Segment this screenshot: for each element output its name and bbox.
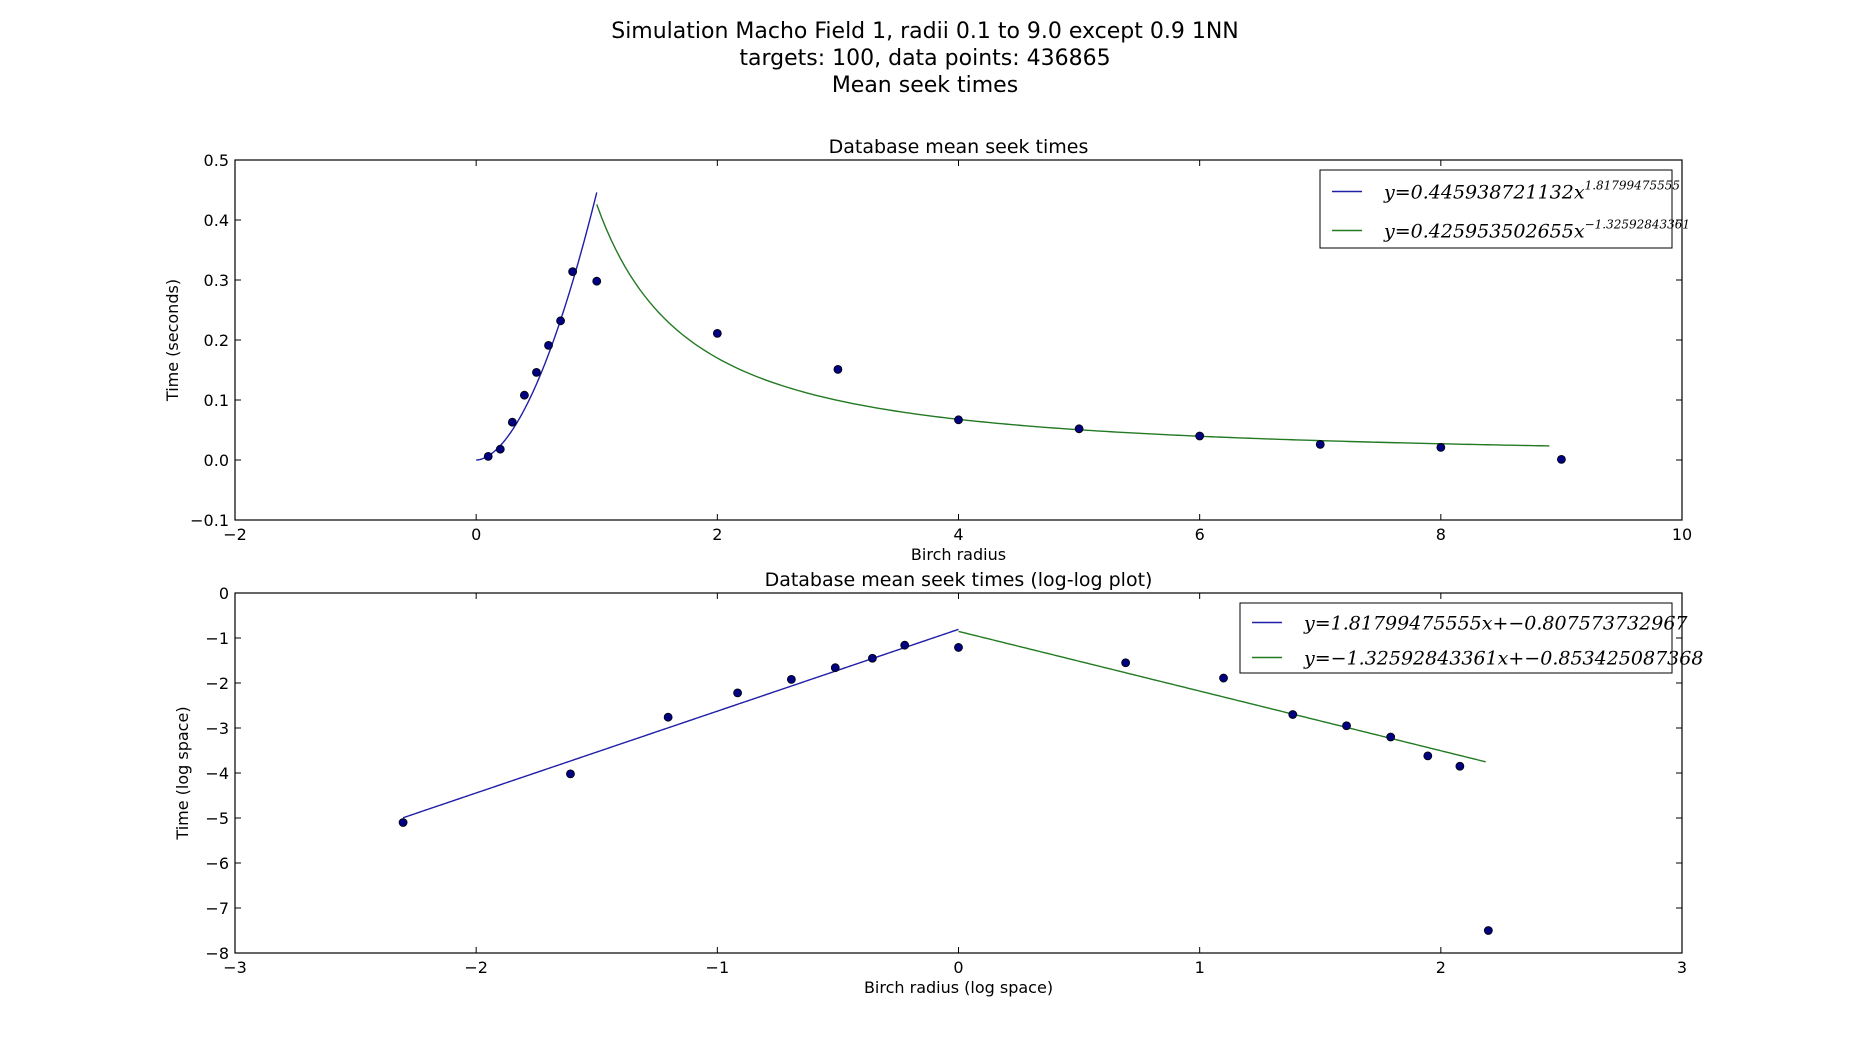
- chart-title: Database mean seek times: [829, 136, 1089, 158]
- x-tick-label: 4: [953, 525, 963, 544]
- y-tick-label: 0.2: [204, 331, 229, 350]
- data-point: [1074, 424, 1084, 434]
- x-tick-label: −2: [223, 525, 247, 544]
- x-tick-label: 2: [712, 525, 722, 544]
- y-axis-label: Time (log space): [173, 706, 192, 840]
- axes-frame: [234, 159, 1683, 521]
- fit-line-1: [402, 628, 959, 819]
- y-tick-label: −8: [205, 944, 229, 963]
- data-point: [663, 712, 673, 722]
- x-axis-label: Birch radius (log space): [864, 978, 1053, 997]
- y-tick-label: −6: [205, 854, 229, 873]
- plot-area: [476, 192, 1566, 464]
- axes-frame: [234, 592, 1683, 954]
- data-point: [556, 316, 565, 326]
- y-tick-label: −1: [205, 629, 229, 648]
- x-tick-label: 8: [1436, 525, 1446, 544]
- y-axis-label: Time (seconds): [163, 279, 182, 402]
- legend-label-2: y=−1.32592843361x+−0.853425087368: [1303, 648, 1703, 670]
- linear-seek-time-chart: Database mean seek times −2 0 2 4 6 8 10 −0.1 0.0…: [163, 136, 1692, 564]
- data-point: [592, 276, 602, 286]
- data-point: [1288, 710, 1298, 719]
- fit-line-1: [476, 192, 598, 461]
- data-point: [1219, 673, 1228, 683]
- data-point: [483, 451, 493, 461]
- data-point: [1195, 431, 1205, 441]
- x-tick-label: 2: [1436, 958, 1446, 977]
- y-tick-label: −5: [205, 809, 229, 828]
- x-tick-label: −1: [706, 958, 730, 977]
- x-axis-label: Birch radius: [911, 545, 1006, 564]
- data-point: [1386, 732, 1396, 742]
- data-point: [566, 769, 575, 779]
- data-point: [1483, 926, 1493, 935]
- legend-equation: y=0.445938721132x: [1383, 182, 1585, 204]
- legend-equation: y=−1.32592843361x+−0.853425087368: [1303, 648, 1703, 670]
- legend-label-2: y=0.425953502655x−1.32592843361: [1383, 218, 1690, 243]
- fit-line-2: [596, 204, 1550, 447]
- y-tick-label: −3: [205, 719, 229, 738]
- legend-exponent: −1.32592843361: [1585, 218, 1691, 232]
- y-tick-label: 0.3: [204, 271, 229, 290]
- data-point: [833, 364, 843, 374]
- x-tick-label: −2: [464, 958, 488, 977]
- data-point: [520, 390, 529, 400]
- legend-box: [1239, 602, 1673, 674]
- data-point: [1436, 442, 1446, 452]
- data-point: [1557, 454, 1566, 464]
- y-tick-label: −0.1: [190, 511, 229, 530]
- y-tick-label: −2: [205, 674, 229, 693]
- legend-exponent: 1.81799475555: [1585, 179, 1680, 193]
- data-point: [733, 688, 742, 698]
- x-tick-label: 10: [1672, 525, 1692, 544]
- x-tick-label: 3: [1677, 958, 1687, 977]
- x-tick-label: 1: [1195, 958, 1205, 977]
- legend-equation: y=0.425953502655x: [1383, 221, 1585, 243]
- data-point: [954, 415, 963, 425]
- data-point: [900, 640, 910, 650]
- y-tick-label: 0.5: [204, 151, 229, 170]
- y-tick-label: 0.1: [204, 391, 229, 410]
- data-point: [868, 653, 877, 663]
- plot-area: [398, 628, 1493, 935]
- legend-label-1: y=0.445938721132x1.81799475555: [1383, 179, 1680, 204]
- legend-label-1: y=1.81799475555x+−0.807573732967: [1303, 613, 1688, 635]
- legend-box: [1319, 169, 1673, 249]
- y-tick-label: 0.4: [204, 211, 229, 230]
- fit-line-2: [958, 630, 1486, 763]
- data-point: [1121, 658, 1131, 668]
- data-point: [830, 663, 840, 673]
- figure-title-line-3: Mean seek times: [832, 73, 1018, 98]
- data-point: [544, 340, 553, 350]
- x-tick-label: 0: [471, 525, 481, 544]
- data-point: [398, 818, 408, 827]
- data-point: [495, 444, 505, 454]
- figure-title-line-2: targets: 100, data points: 436865: [739, 46, 1110, 71]
- data-point: [954, 643, 963, 652]
- data-point: [1315, 439, 1325, 449]
- data-point: [532, 367, 541, 377]
- data-point: [1423, 751, 1433, 761]
- x-tick-label: 0: [953, 958, 963, 977]
- data-point: [568, 267, 578, 277]
- y-tick-label: −4: [205, 764, 229, 783]
- y-tick-label: 0: [219, 584, 229, 603]
- data-point: [786, 675, 796, 684]
- y-tick-label: −7: [205, 899, 229, 918]
- data-point: [507, 417, 517, 427]
- legend: y=0.445938721132x1.81799475555 y=0.425953…: [1319, 169, 1690, 249]
- loglog-seek-time-chart: Database mean seek times (log-log plot) −…: [173, 569, 1703, 997]
- y-tick-label: 0.0: [204, 451, 229, 470]
- data-point: [712, 328, 722, 338]
- chart-title: Database mean seek times (log-log plot): [765, 569, 1153, 591]
- legend: y=1.81799475555x+−0.807573732967 y=−1.325…: [1239, 602, 1703, 674]
- legend-equation: y=1.81799475555x+−0.807573732967: [1303, 613, 1688, 635]
- data-point: [1342, 721, 1351, 731]
- x-tick-label: 6: [1195, 525, 1205, 544]
- data-point: [1455, 761, 1465, 771]
- x-tick-label: −3: [223, 958, 247, 977]
- figure-title-line-1: Simulation Macho Field 1, radii 0.1 to 9…: [611, 19, 1239, 44]
